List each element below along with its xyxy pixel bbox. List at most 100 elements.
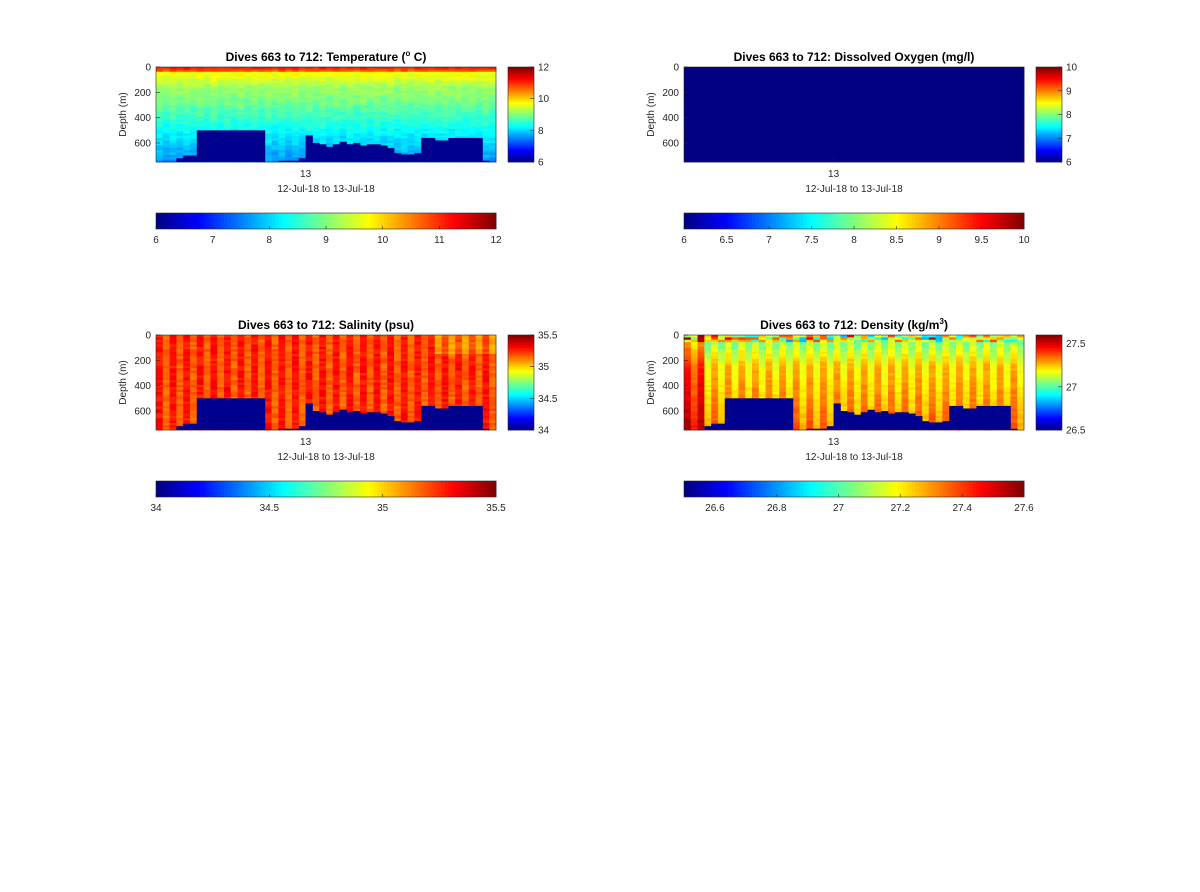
heatmap-cell — [264, 121, 272, 125]
colorbar-swatch — [786, 213, 790, 229]
heatmap-cell — [888, 86, 896, 89]
heatmap-cell — [339, 105, 347, 108]
heatmap-cell — [244, 71, 252, 75]
heatmap-cell — [690, 128, 698, 132]
heatmap-cell — [996, 90, 1004, 94]
heatmap-cell — [786, 71, 794, 75]
heatmap-cell — [962, 71, 970, 75]
heatmap-cell — [758, 145, 766, 149]
heatmap-cell — [203, 71, 211, 75]
heatmap-cell — [441, 97, 449, 101]
heatmap-cell — [684, 67, 692, 70]
heatmap-cell — [942, 157, 950, 161]
colorbar-swatch — [837, 213, 841, 229]
heatmap-cell — [949, 126, 957, 130]
heatmap-cell — [765, 145, 773, 149]
heatmap-cell — [792, 90, 800, 94]
colorbar-swatch — [508, 103, 534, 106]
heatmap-cell — [779, 126, 787, 130]
heatmap-cell — [176, 107, 184, 111]
heatmap-cell — [162, 427, 170, 431]
heatmap-cell — [407, 71, 415, 75]
heatmap-cell — [806, 88, 814, 92]
heatmap-cell — [745, 71, 753, 75]
heatmap-cell — [162, 90, 170, 94]
heatmap-cell — [854, 102, 862, 106]
heatmap-cell — [786, 121, 794, 125]
heatmap-cell — [813, 126, 821, 130]
heatmap-cell — [217, 349, 225, 353]
heatmap-cell — [881, 93, 889, 96]
heatmap-cell — [244, 74, 252, 77]
heatmap-cell — [711, 135, 719, 139]
heatmap-cell — [387, 128, 395, 132]
heatmap-cell — [285, 88, 293, 92]
heatmap-cell — [298, 133, 306, 137]
heatmap-cell — [724, 100, 732, 104]
heatmap-cell — [799, 131, 807, 134]
colorbar-swatch — [508, 146, 534, 149]
heatmap-cell — [434, 83, 442, 87]
heatmap-cell — [217, 361, 225, 364]
heatmap-cell — [258, 88, 266, 92]
heatmap-cell — [969, 128, 977, 132]
heatmap-cell — [792, 67, 800, 70]
heatmap-cell — [251, 71, 259, 75]
heatmap-cell — [271, 97, 279, 101]
heatmap-cell — [373, 126, 381, 130]
heatmap-cell — [434, 131, 442, 134]
heatmap-cell — [162, 411, 170, 414]
heatmap-cell — [684, 102, 692, 106]
heatmap-cell — [326, 102, 334, 106]
heatmap-cell — [162, 83, 170, 87]
heatmap-cell — [1003, 145, 1011, 149]
heatmap-cell — [169, 97, 177, 101]
heatmap-cell — [339, 114, 347, 118]
heatmap-cell — [731, 128, 739, 132]
heatmap-cell — [319, 128, 327, 132]
heatmap-cell — [448, 93, 456, 96]
colorbar-swatch — [445, 213, 449, 229]
heatmap-cell — [244, 78, 252, 82]
heatmap-cell — [190, 403, 198, 407]
heatmap-cell — [353, 93, 361, 96]
heatmap-cell — [230, 375, 238, 379]
heatmap-cell — [874, 76, 882, 80]
heatmap-cell — [928, 126, 936, 130]
heatmap-cell — [217, 69, 225, 73]
heatmap-cell — [360, 143, 368, 146]
heatmap-cell — [908, 159, 916, 163]
heatmap-cell — [224, 394, 232, 398]
heatmap-cell — [360, 78, 368, 82]
heatmap-cell — [258, 112, 266, 115]
heatmap-cell — [169, 358, 177, 362]
colorbar-swatch — [762, 213, 766, 229]
seafloor-bar — [258, 130, 266, 162]
heatmap-cell — [752, 138, 760, 142]
heatmap-cell — [224, 354, 232, 357]
heatmap-cell — [224, 74, 232, 77]
heatmap-cell — [210, 83, 218, 87]
heatmap-cell — [339, 109, 347, 113]
heatmap-cell — [489, 95, 497, 99]
heatmap-cell — [421, 116, 429, 120]
heatmap-cell — [969, 121, 977, 125]
heatmap-cell — [881, 143, 889, 146]
heatmap-cell — [366, 126, 374, 130]
heatmap-cell — [990, 83, 998, 87]
heatmap-cell — [860, 67, 868, 70]
heatmap-cell — [792, 76, 800, 80]
heatmap-cell — [298, 131, 306, 134]
heatmap-cell — [230, 394, 238, 398]
heatmap-cell — [285, 90, 293, 94]
heatmap-cell — [813, 107, 821, 111]
heatmap-cell — [176, 133, 184, 137]
heatmap-cell — [434, 71, 442, 75]
heatmap-cell — [697, 81, 705, 85]
heatmap-cell — [224, 373, 232, 376]
heatmap-cell — [894, 154, 902, 158]
heatmap-cell — [697, 90, 705, 94]
heatmap-cell — [962, 145, 970, 149]
heatmap-cell — [176, 81, 184, 85]
heatmap-cell — [779, 145, 787, 149]
